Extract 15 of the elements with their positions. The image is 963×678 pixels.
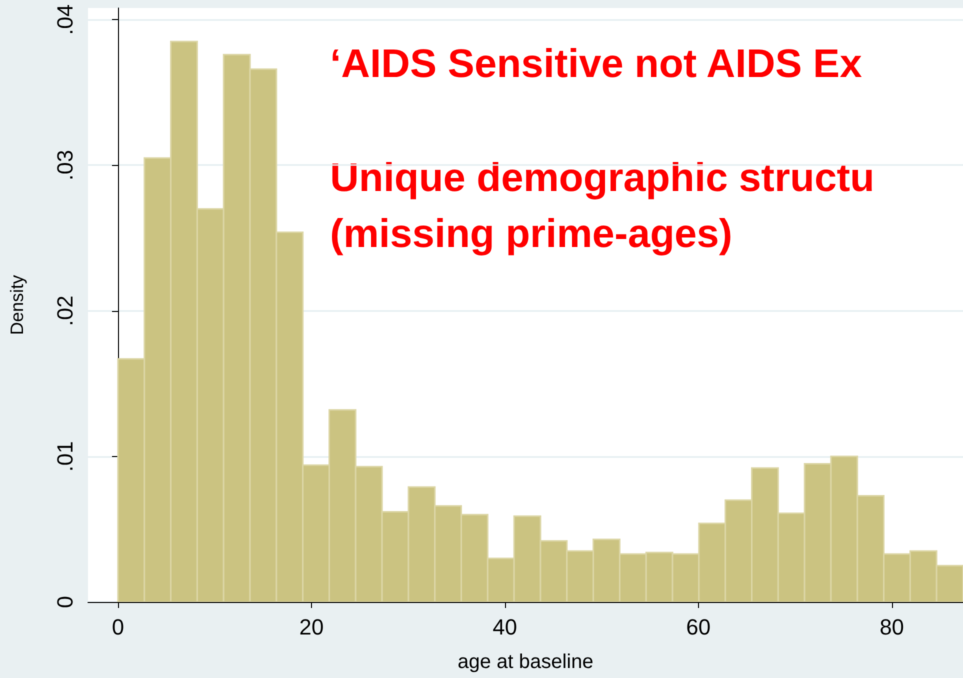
annotation: Unique demographic structu bbox=[330, 156, 874, 200]
y-tick-label: 0 bbox=[52, 596, 78, 608]
x-tick-label: 60 bbox=[686, 614, 711, 640]
x-axis-title: age at baseline bbox=[458, 651, 594, 673]
x-tick-label: 80 bbox=[880, 614, 904, 640]
x-tick-label: 40 bbox=[492, 614, 518, 640]
y-axis-title: Density bbox=[7, 274, 27, 336]
y-tick-label: .04 bbox=[52, 4, 78, 35]
y-tick-label: .01 bbox=[52, 441, 78, 472]
x-tick-label: 0 bbox=[112, 614, 124, 640]
x-tick-label: 20 bbox=[299, 614, 324, 640]
annotation: ‘AIDS Sensitive not AIDS Ex bbox=[330, 42, 862, 86]
annotation: (missing prime-ages) bbox=[330, 212, 732, 256]
y-tick-label: .02 bbox=[52, 296, 78, 326]
y-tick-label: .03 bbox=[52, 150, 78, 181]
